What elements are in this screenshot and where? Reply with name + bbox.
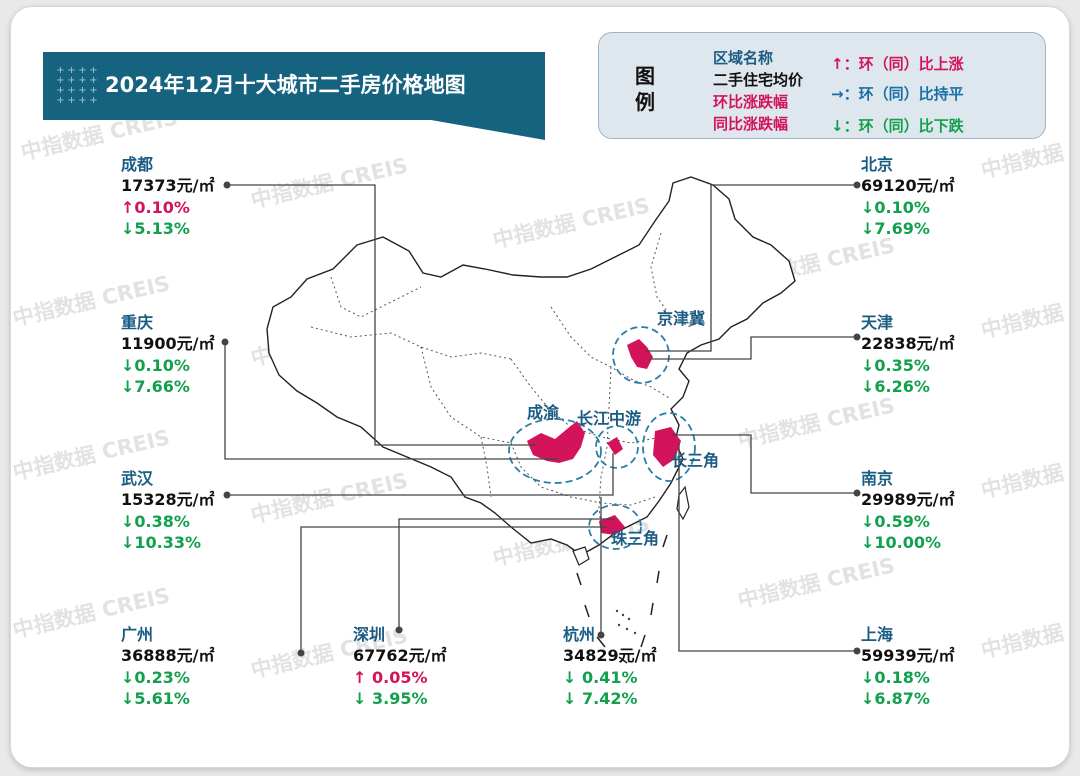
south-china-sea-islands <box>615 609 637 635</box>
hainan-island <box>572 546 590 566</box>
city-name: 成都 <box>121 155 154 174</box>
city-yoy: ↓10.00% <box>861 533 942 552</box>
city-mom: ↓0.59% <box>861 512 930 531</box>
city-yoy: ↓ 3.95% <box>353 689 428 708</box>
city-name: 上海 <box>861 625 894 644</box>
city-callout-wuhan: 武汉 15328元/㎡ ↓0.38% ↓10.33% <box>121 469 215 553</box>
infographic-card: 中指数据 CREIS 中指数据 CREIS 中指数据 CREIS 中指数据 CR… <box>10 6 1070 768</box>
city-name: 天津 <box>861 313 894 332</box>
city-mom: ↑0.10% <box>121 198 190 217</box>
city-callout-tianjin: 天津 22838元/㎡ ↓0.35% ↓6.26% <box>861 313 955 397</box>
province-border <box>598 366 612 528</box>
city-price: 69120元/㎡ <box>861 176 955 195</box>
region-fill-changjiang <box>607 437 623 455</box>
region-label-jingjinji: 京津冀 <box>657 309 706 328</box>
connector-lines <box>224 184 857 653</box>
city-name: 广州 <box>121 625 154 644</box>
nine-dash-line <box>576 534 668 664</box>
city-name: 南京 <box>861 469 894 488</box>
dots-decoration-icon: + + + + + + + + + + + + + + + + <box>56 65 98 106</box>
legend-flat: →：环（同）比持平 <box>831 85 964 103</box>
region-label-zhusanjiao: 珠三角 <box>611 529 660 548</box>
city-price: 15328元/㎡ <box>121 490 215 509</box>
city-yoy: ↓5.61% <box>121 689 190 708</box>
province-border <box>310 326 512 360</box>
city-callout-beijing: 北京 69120元/㎡ ↓0.10% ↓7.69% <box>861 155 955 239</box>
city-callout-hangzhou: 杭州 34829元/㎡ ↓ 0.41% ↓ 7.42% <box>563 625 657 709</box>
china-map <box>221 176 861 664</box>
region-circles <box>508 326 696 550</box>
legend-down: ↓：环（同）比下跌 <box>831 117 964 135</box>
city-yoy: ↓6.26% <box>861 377 930 396</box>
region-label-changsanjiao: 长三角 <box>671 451 720 470</box>
region-fill-chengyu <box>527 421 585 463</box>
city-name: 北京 <box>861 155 894 174</box>
region-label-changjiang: 长江中游 <box>577 409 642 428</box>
city-price: 36888元/㎡ <box>121 646 215 665</box>
province-border <box>480 436 492 498</box>
city-name: 杭州 <box>563 625 596 644</box>
title-banner: + + + + + + + + + + + + + + + + 2024年12月十大城市二手房价格地图 <box>43 52 545 120</box>
title-banner-tail <box>431 120 545 140</box>
city-callout-nanjing: 南京 29989元/㎡ ↓0.59% ↓10.00% <box>861 469 955 553</box>
page-title: 2024年12月十大城市二手房价格地图 <box>105 73 466 97</box>
city-mom: ↓0.23% <box>121 668 190 687</box>
region-fill-changsanjiao <box>653 427 681 467</box>
province-border <box>650 232 692 328</box>
city-mom: ↓0.38% <box>121 512 190 531</box>
city-callout-chongqing: 重庆 11900元/㎡ ↓0.10% ↓7.66% <box>121 313 215 397</box>
legend-mom: 环比涨跌幅 <box>713 93 789 111</box>
china-outline <box>266 176 796 556</box>
legend-box: 图例 区域名称 二手住宅均价 环比涨跌幅 同比涨跌幅 ↑：环（同）比上涨 →：环… <box>598 32 1046 139</box>
city-mom: ↓0.10% <box>861 198 930 217</box>
city-callout-chengdu: 成都 17373元/㎡ ↑0.10% ↓5.13% <box>121 155 215 239</box>
connector-dots <box>221 181 861 657</box>
city-mom: ↓0.35% <box>861 356 930 375</box>
city-price: 11900元/㎡ <box>121 334 215 353</box>
city-price: 17373元/㎡ <box>121 176 215 195</box>
city-yoy: ↓5.13% <box>121 219 190 238</box>
city-mom: ↓0.18% <box>861 668 930 687</box>
city-name: 武汉 <box>121 469 154 488</box>
city-price: 29989元/㎡ <box>861 490 955 509</box>
legend-title: 图例 <box>635 64 655 114</box>
taiwan-island <box>676 485 690 521</box>
region-fill-zhusanjiao <box>599 515 625 535</box>
city-price: 67762元/㎡ <box>353 646 447 665</box>
city-callout-shanghai: 上海 59939元/㎡ ↓0.18% ↓6.87% <box>861 625 955 709</box>
city-yoy: ↓7.66% <box>121 377 190 396</box>
region-label-chengyu: 成渝 <box>527 403 560 422</box>
legend-up: ↑：环（同）比上涨 <box>831 55 964 73</box>
legend-region-name: 区域名称 <box>713 49 774 67</box>
region-fill-jingjinji <box>627 339 653 369</box>
city-callout-guangzhou: 广州 36888元/㎡ ↓0.23% ↓5.61% <box>121 625 215 709</box>
city-callout-shenzhen: 深圳 67762元/㎡ ↑ 0.05% ↓ 3.95% <box>353 625 447 709</box>
city-price: 22838元/㎡ <box>861 334 955 353</box>
city-yoy: ↓7.69% <box>861 219 930 238</box>
city-mom: ↓0.10% <box>121 356 190 375</box>
city-name: 深圳 <box>353 625 386 644</box>
legend-yoy: 同比涨跌幅 <box>713 115 789 133</box>
province-border <box>330 276 422 318</box>
city-mom: ↓ 0.41% <box>563 668 638 687</box>
city-name: 重庆 <box>121 313 154 332</box>
legend-avg-price: 二手住宅均价 <box>713 71 804 89</box>
city-yoy: ↓10.33% <box>121 533 202 552</box>
city-yoy: ↓6.87% <box>861 689 930 708</box>
city-mom: ↑ 0.05% <box>353 668 428 687</box>
city-price: 59939元/㎡ <box>861 646 955 665</box>
city-price: 34829元/㎡ <box>563 646 657 665</box>
city-yoy: ↓ 7.42% <box>563 689 638 708</box>
province-border <box>510 442 656 506</box>
